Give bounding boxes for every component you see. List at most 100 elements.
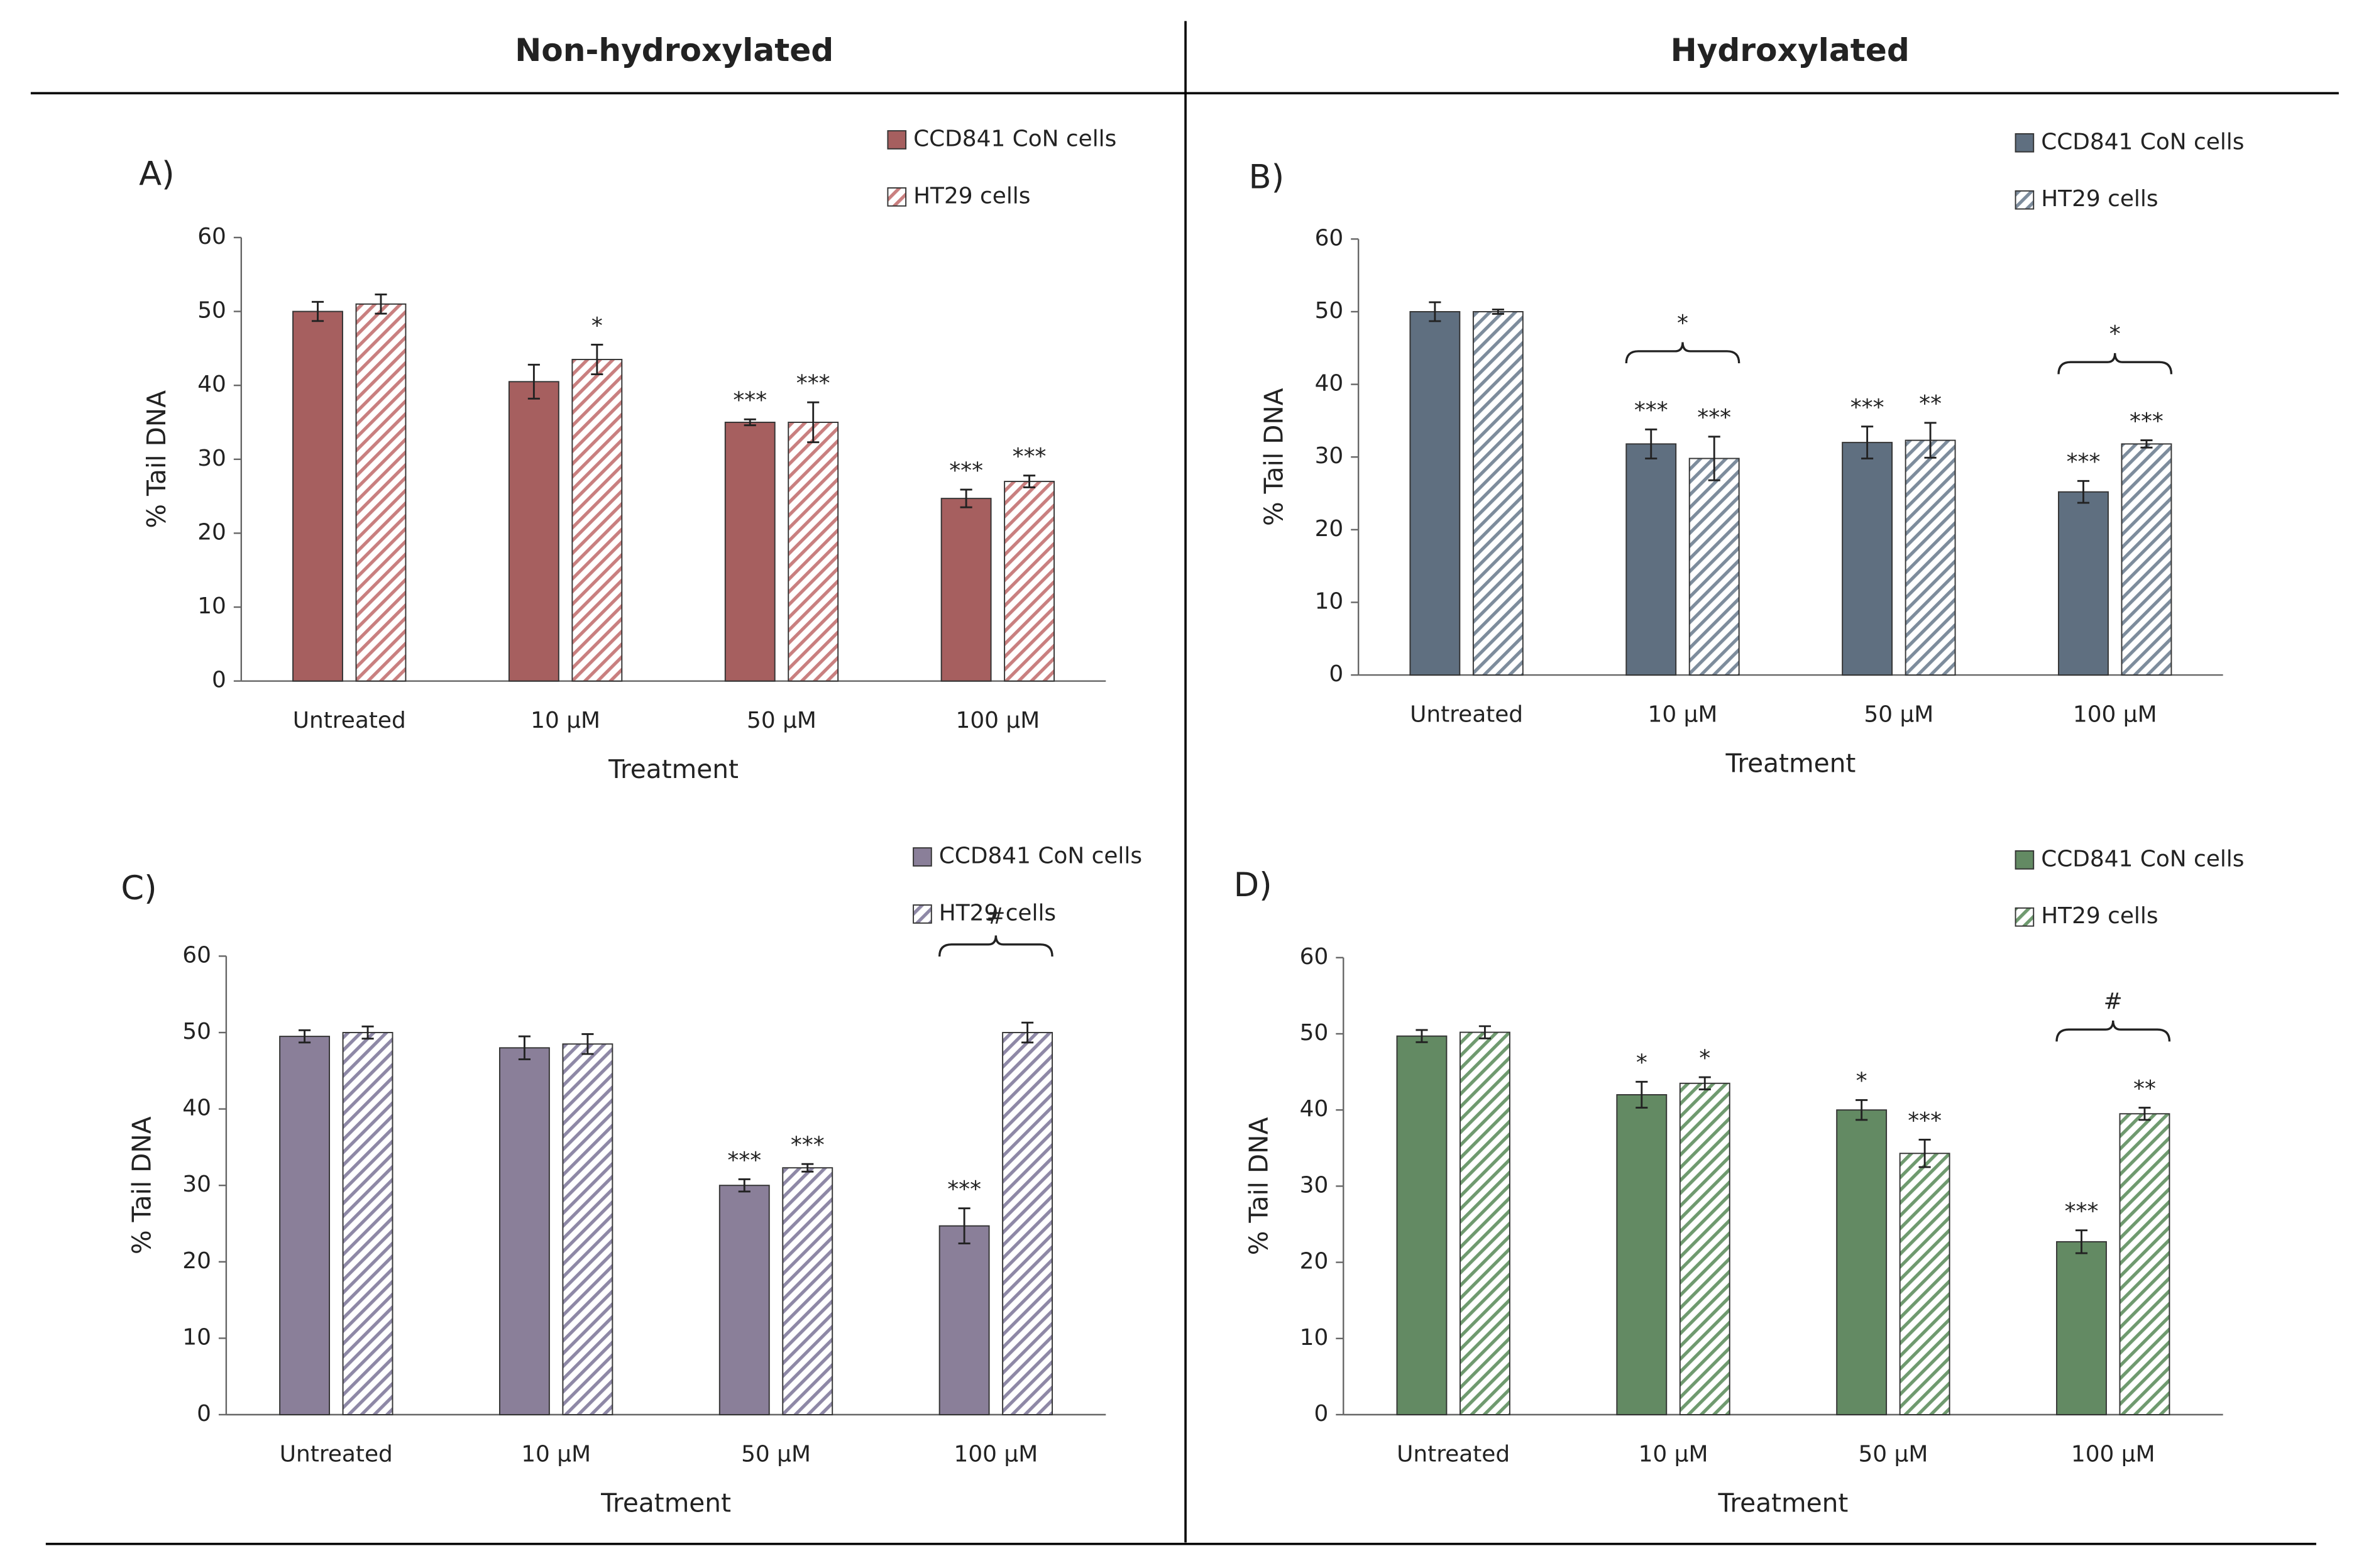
y-tick-label: 50 — [1315, 298, 1344, 324]
y-axis-title: % Tail DNA — [141, 390, 172, 529]
bar — [355, 303, 407, 682]
x-tick-label: 100 µM — [2073, 702, 2157, 728]
bar — [1842, 442, 1893, 676]
significance-label: *** — [2067, 449, 2101, 475]
error-bar — [591, 344, 603, 375]
error-bar — [1021, 1021, 1034, 1044]
bar — [2119, 1113, 2170, 1415]
error-bar — [2138, 1107, 2151, 1121]
bar — [788, 422, 839, 682]
y-tick-label: 10 — [197, 593, 226, 619]
bracket — [2055, 1020, 2171, 1042]
error-bar — [2075, 1229, 2088, 1254]
x-tick-label: Untreated — [280, 1442, 393, 1467]
panel-label: C) — [121, 869, 157, 907]
bar — [1679, 1082, 1730, 1415]
bracket — [2057, 353, 2173, 375]
y-tick-label: 50 — [1300, 1020, 1329, 1046]
legend-swatch — [913, 904, 932, 924]
x-axis-title: Treatment — [1725, 748, 1856, 779]
x-tick-label: 100 µM — [954, 1442, 1038, 1467]
legend-swatch — [887, 187, 907, 207]
error-bar — [1416, 1029, 1428, 1043]
x-axis-title: Treatment — [1718, 1488, 1849, 1518]
x-tick-label: 50 µM — [747, 708, 817, 733]
bar — [1002, 1032, 1053, 1415]
y-tick-label: 40 — [1315, 371, 1344, 397]
y-tick-label: 30 — [1315, 443, 1344, 469]
legend-label: CCD841 CoN cells — [2041, 129, 2244, 155]
bar — [2121, 443, 2172, 676]
bar — [1459, 1031, 1510, 1415]
bar — [279, 1036, 331, 1415]
bar — [718, 1185, 770, 1415]
column-header: Non-hydroxylated — [515, 31, 833, 69]
error-bar — [1918, 1139, 1931, 1168]
significance-label: *** — [733, 388, 767, 414]
error-bar — [1023, 474, 1036, 488]
x-axis-title: Treatment — [600, 1488, 731, 1518]
significance-label: * — [591, 313, 603, 339]
significance-label: *** — [727, 1148, 761, 1173]
error-bar — [518, 1035, 531, 1060]
x-tick-label: 50 µM — [1864, 702, 1933, 728]
error-bar — [1924, 422, 1937, 459]
significance-label: * — [1636, 1050, 1647, 1076]
y-tick-label: 10 — [1315, 588, 1344, 614]
y-tick-label: 10 — [182, 1324, 211, 1350]
significance-label: *** — [1908, 1108, 1942, 1134]
y-axis-title: % Tail DNA — [1244, 1117, 1274, 1255]
y-tick-label: 0 — [197, 1401, 211, 1427]
error-bar — [1861, 425, 1874, 459]
error-bar — [1698, 1076, 1711, 1090]
bracket-label: * — [2109, 321, 2121, 347]
y-tick-label: 10 — [1300, 1325, 1329, 1351]
bar — [1396, 1035, 1448, 1415]
bar — [498, 1047, 550, 1415]
y-tick-label: 30 — [197, 446, 226, 471]
bar — [1409, 311, 1461, 676]
legend-label: CCD841 CoN cells — [2041, 846, 2244, 872]
error-bar — [1429, 301, 1441, 322]
error-bar — [299, 1029, 311, 1044]
bar — [1836, 1109, 1888, 1415]
bar — [782, 1167, 833, 1415]
error-bar — [1708, 436, 1720, 481]
y-tick-label: 20 — [1300, 1249, 1329, 1275]
y-tick-label: 60 — [1315, 225, 1344, 251]
bar — [1472, 311, 1524, 676]
bar — [571, 359, 623, 682]
bar — [1004, 481, 1055, 682]
bracket — [1625, 342, 1740, 364]
significance-label: *** — [1013, 444, 1047, 469]
error-bar — [527, 363, 540, 400]
y-tick-label: 0 — [1329, 661, 1343, 687]
y-axis-title: % Tail DNA — [126, 1116, 157, 1254]
error-bar — [744, 418, 756, 427]
legend-label: HT29 cells — [2041, 903, 2158, 929]
y-tick-label: 60 — [182, 942, 211, 968]
y-tick-label: 20 — [197, 519, 226, 545]
panel-label: A) — [139, 155, 175, 194]
bar — [292, 310, 343, 682]
bar — [508, 381, 559, 682]
legend-swatch — [913, 847, 932, 867]
significance-label: *** — [1850, 395, 1884, 420]
significance-label: * — [1856, 1068, 1867, 1094]
y-tick-label: 0 — [1314, 1401, 1328, 1427]
significance-label: *** — [947, 1176, 981, 1202]
column-header: Hydroxylated — [1671, 31, 1910, 69]
significance-label: ** — [2133, 1076, 2156, 1102]
error-bar — [960, 488, 972, 508]
error-bar — [2077, 480, 2090, 504]
legend-label: CCD841 CoN cells — [939, 843, 1142, 869]
x-tick-label: 10 µM — [531, 708, 600, 733]
error-bar — [1856, 1099, 1868, 1121]
y-tick-label: 0 — [212, 667, 226, 693]
error-bar — [311, 300, 324, 322]
error-bar — [1492, 309, 1504, 315]
legend-label: HT29 cells — [939, 900, 1056, 926]
y-tick-label: 20 — [182, 1248, 211, 1274]
